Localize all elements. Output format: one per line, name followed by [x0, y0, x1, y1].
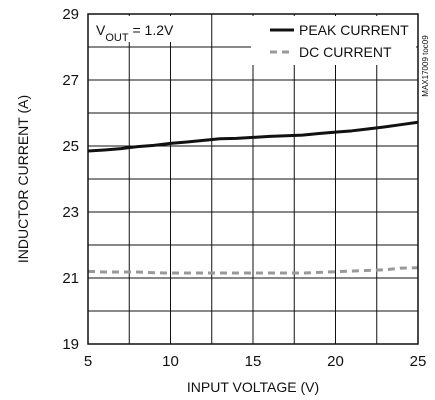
y-tick-label: 25	[62, 138, 79, 155]
side-code: MAX17009 toc09	[421, 35, 430, 97]
x-tick-label: 15	[245, 353, 262, 370]
x-tick-label: 25	[410, 353, 427, 370]
y-tick-label: 23	[62, 204, 79, 221]
vout-value: = 1.2V	[129, 22, 174, 38]
x-axis-title: INPUT VOLTAGE (V)	[187, 379, 319, 395]
y-tick-label: 21	[62, 270, 79, 287]
y-tick-label: 19	[62, 336, 79, 353]
legend-dc-label: DC CURRENT	[299, 44, 392, 60]
x-tick-label: 10	[162, 353, 179, 370]
y-axis-title: INDUCTOR CURRENT (A)	[15, 95, 31, 263]
y-tick-label: 29	[62, 6, 79, 23]
legend-peak-label: PEAK CURRENT	[299, 22, 409, 38]
y-tick-label: 27	[62, 72, 79, 89]
x-tick-label: 20	[327, 353, 344, 370]
x-tick-label: 5	[84, 353, 92, 370]
vout-subscript: OUT	[105, 32, 129, 44]
